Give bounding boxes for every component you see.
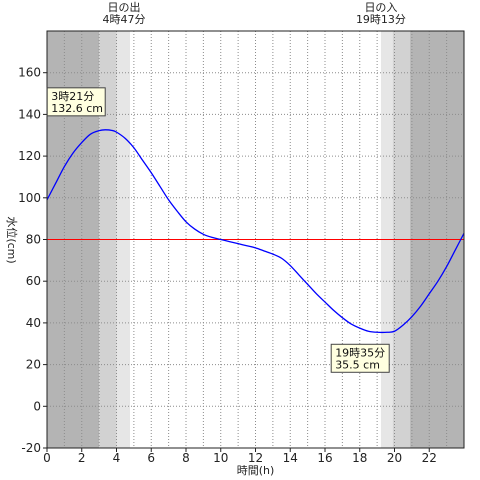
sunset-time: 19時13分 [356, 13, 406, 26]
x-tick-label: 4 [113, 451, 121, 465]
x-tick-label: 18 [352, 451, 367, 465]
callout-value: 132.6 cm [51, 102, 103, 115]
y-tick-label: 160 [18, 66, 41, 80]
y-tick-label: 100 [18, 191, 41, 205]
grid-lines [47, 31, 464, 448]
sunrise-time: 4時47分 [103, 13, 146, 26]
y-tick-label: 0 [33, 399, 41, 413]
series-group [46, 129, 465, 334]
x-tick-label: 16 [317, 451, 332, 465]
x-tick-label: 6 [147, 451, 155, 465]
x-tick-label: 8 [182, 451, 190, 465]
x-axis-label: 時間(h) [237, 464, 275, 477]
tide-level-line [46, 129, 465, 334]
callout-time: 19時35分 [335, 346, 385, 359]
callout-value: 35.5 cm [335, 358, 380, 371]
x-tick-label: 22 [422, 451, 437, 465]
y-tick-label: 60 [26, 274, 41, 288]
sunrise-label: 日の出 [108, 0, 141, 14]
callout-box [46, 87, 106, 117]
x-tick-label: 12 [248, 451, 263, 465]
callout-box [330, 343, 390, 373]
y-axis-label: 水位(cm) [5, 216, 19, 263]
y-tick-label: -20 [21, 441, 41, 455]
x-axis-ticks: 0 2 4 6 8 10 12 14 16 18 20 22 [43, 448, 437, 465]
x-tick-label: 20 [387, 451, 402, 465]
y-tick-label: 120 [18, 149, 41, 163]
y-tick-label: 80 [26, 233, 41, 247]
x-tick-label: 2 [78, 451, 86, 465]
y-tick-label: 140 [18, 107, 41, 121]
x-tick-label: 14 [283, 451, 298, 465]
x-tick-label: 10 [213, 451, 228, 465]
callout-time: 3時21分 [51, 90, 94, 103]
x-tick-label: 0 [43, 451, 51, 465]
y-axis-ticks: -20 0 20 40 60 80 100 120 140 160 [18, 66, 47, 455]
y-tick-label: 40 [26, 316, 41, 330]
sunset-label: 日の入 [364, 1, 397, 14]
y-tick-label: 20 [26, 358, 41, 372]
